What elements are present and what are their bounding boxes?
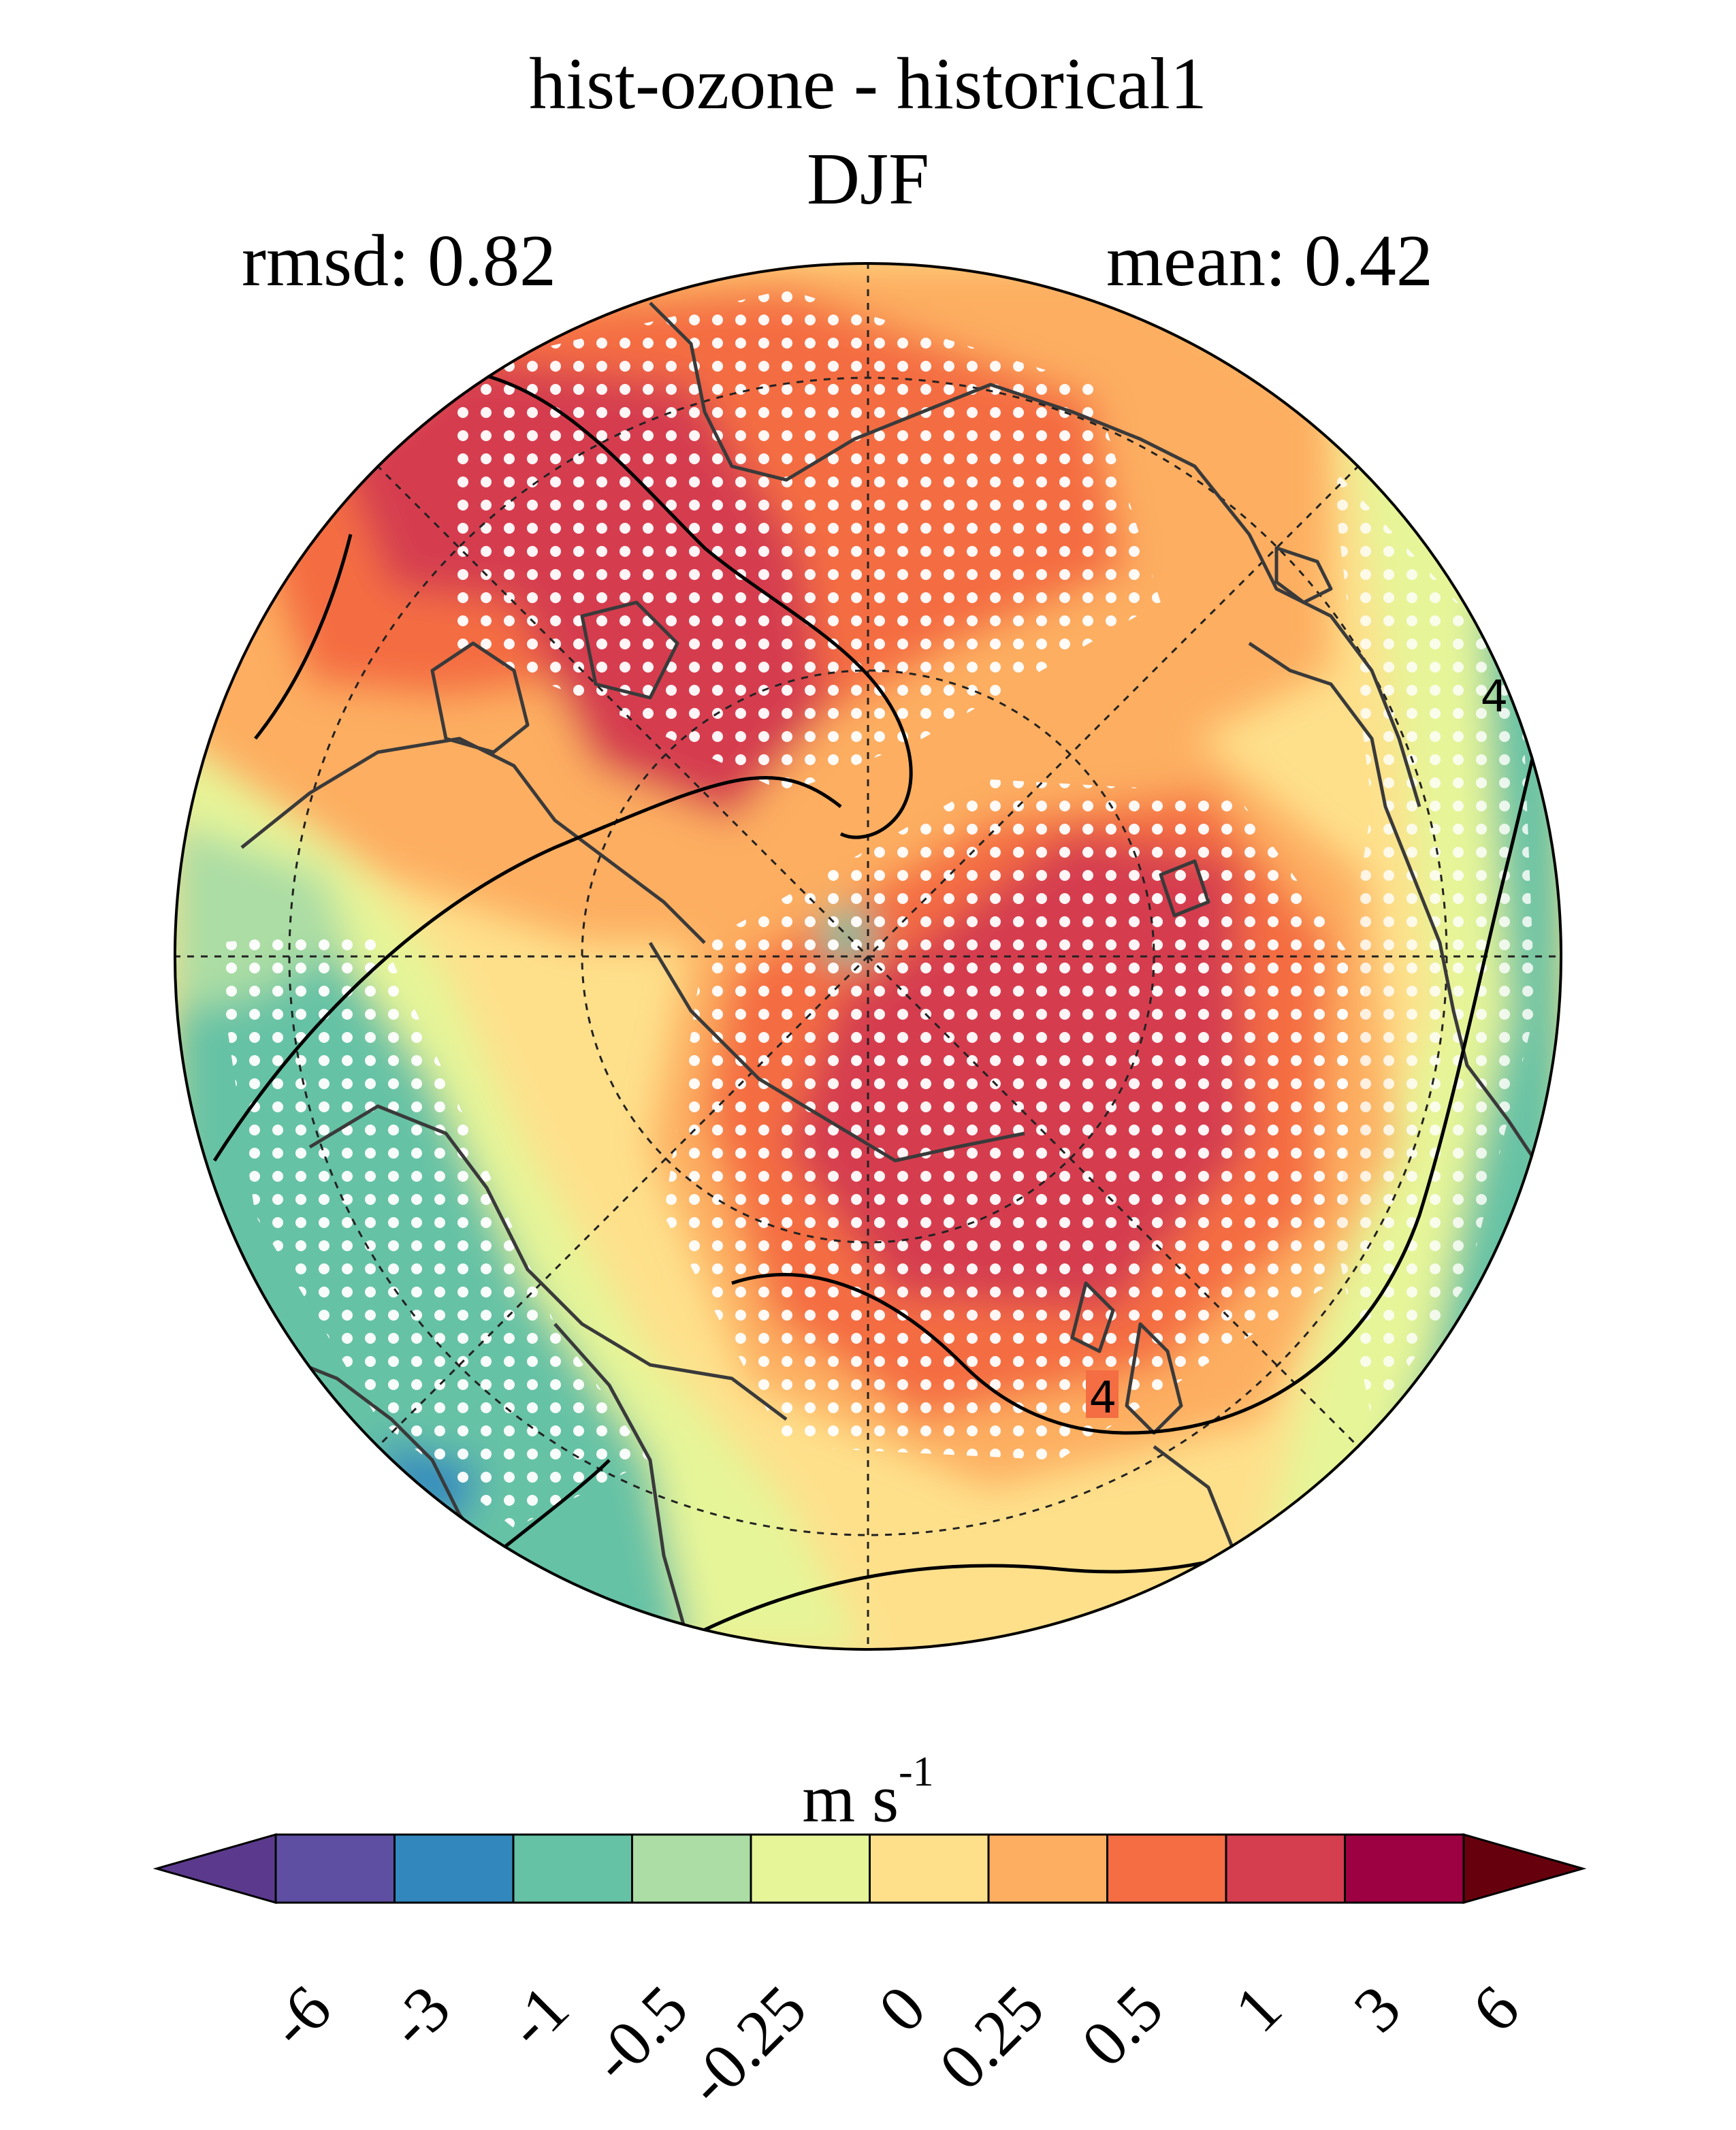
colorbar-tick-label: 6 <box>1458 1971 1533 2046</box>
colorbar-cell <box>1344 1833 1465 1904</box>
stippling-right <box>664 779 1365 1460</box>
stippling-far-right <box>1317 466 1535 1419</box>
colorbar-cell <box>750 1833 871 1904</box>
colorbar <box>152 1833 1587 1904</box>
colorbar-cell <box>869 1833 990 1904</box>
figure-title: hist-ozone - historical1 <box>529 44 1207 125</box>
colorbar-tick-label: 0.25 <box>925 1971 1058 2104</box>
colorbar-cell <box>987 1833 1108 1904</box>
map-border <box>174 262 1562 1651</box>
colorbar-cell <box>631 1833 752 1904</box>
colorbar-cell <box>274 1833 396 1904</box>
colorbar-tick-label: 1 <box>1220 1971 1296 2046</box>
colorbar-cell <box>1106 1833 1227 1904</box>
colorbar-unit: m s-1 <box>802 1749 934 1837</box>
field-blue-right <box>1501 1270 1562 1433</box>
colorbar-over-extension <box>1462 1833 1587 1904</box>
colorbar-tick-label: 0.5 <box>1067 1971 1176 2081</box>
polar-map: 4 4 <box>174 262 1562 1651</box>
colorbar-tick-label: 3 <box>1339 1971 1414 2046</box>
colorbar-tick-label: 0 <box>864 1971 939 2046</box>
graticule <box>174 262 1562 1651</box>
colorbar-under-extension <box>152 1833 277 1904</box>
mean-label: mean: 0.42 <box>1106 221 1433 302</box>
colorbar-tick-label: -6 <box>255 1971 345 2061</box>
colorbar-cell <box>393 1833 515 1904</box>
contour-label: 4 <box>1089 1373 1117 1423</box>
colorbar-tick-label: -1 <box>492 1971 583 2061</box>
figure-subtitle: DJF <box>806 139 930 220</box>
colorbar-cell <box>512 1833 633 1904</box>
stippling-top <box>446 289 1161 793</box>
stippling-left <box>214 929 650 1528</box>
colorbar-tick-label: -3 <box>373 1971 464 2061</box>
colorbar-cell <box>1225 1833 1346 1904</box>
rmsd-label: rmsd: 0.82 <box>242 221 557 302</box>
colorbar-tick-label: -0.25 <box>672 1971 820 2119</box>
